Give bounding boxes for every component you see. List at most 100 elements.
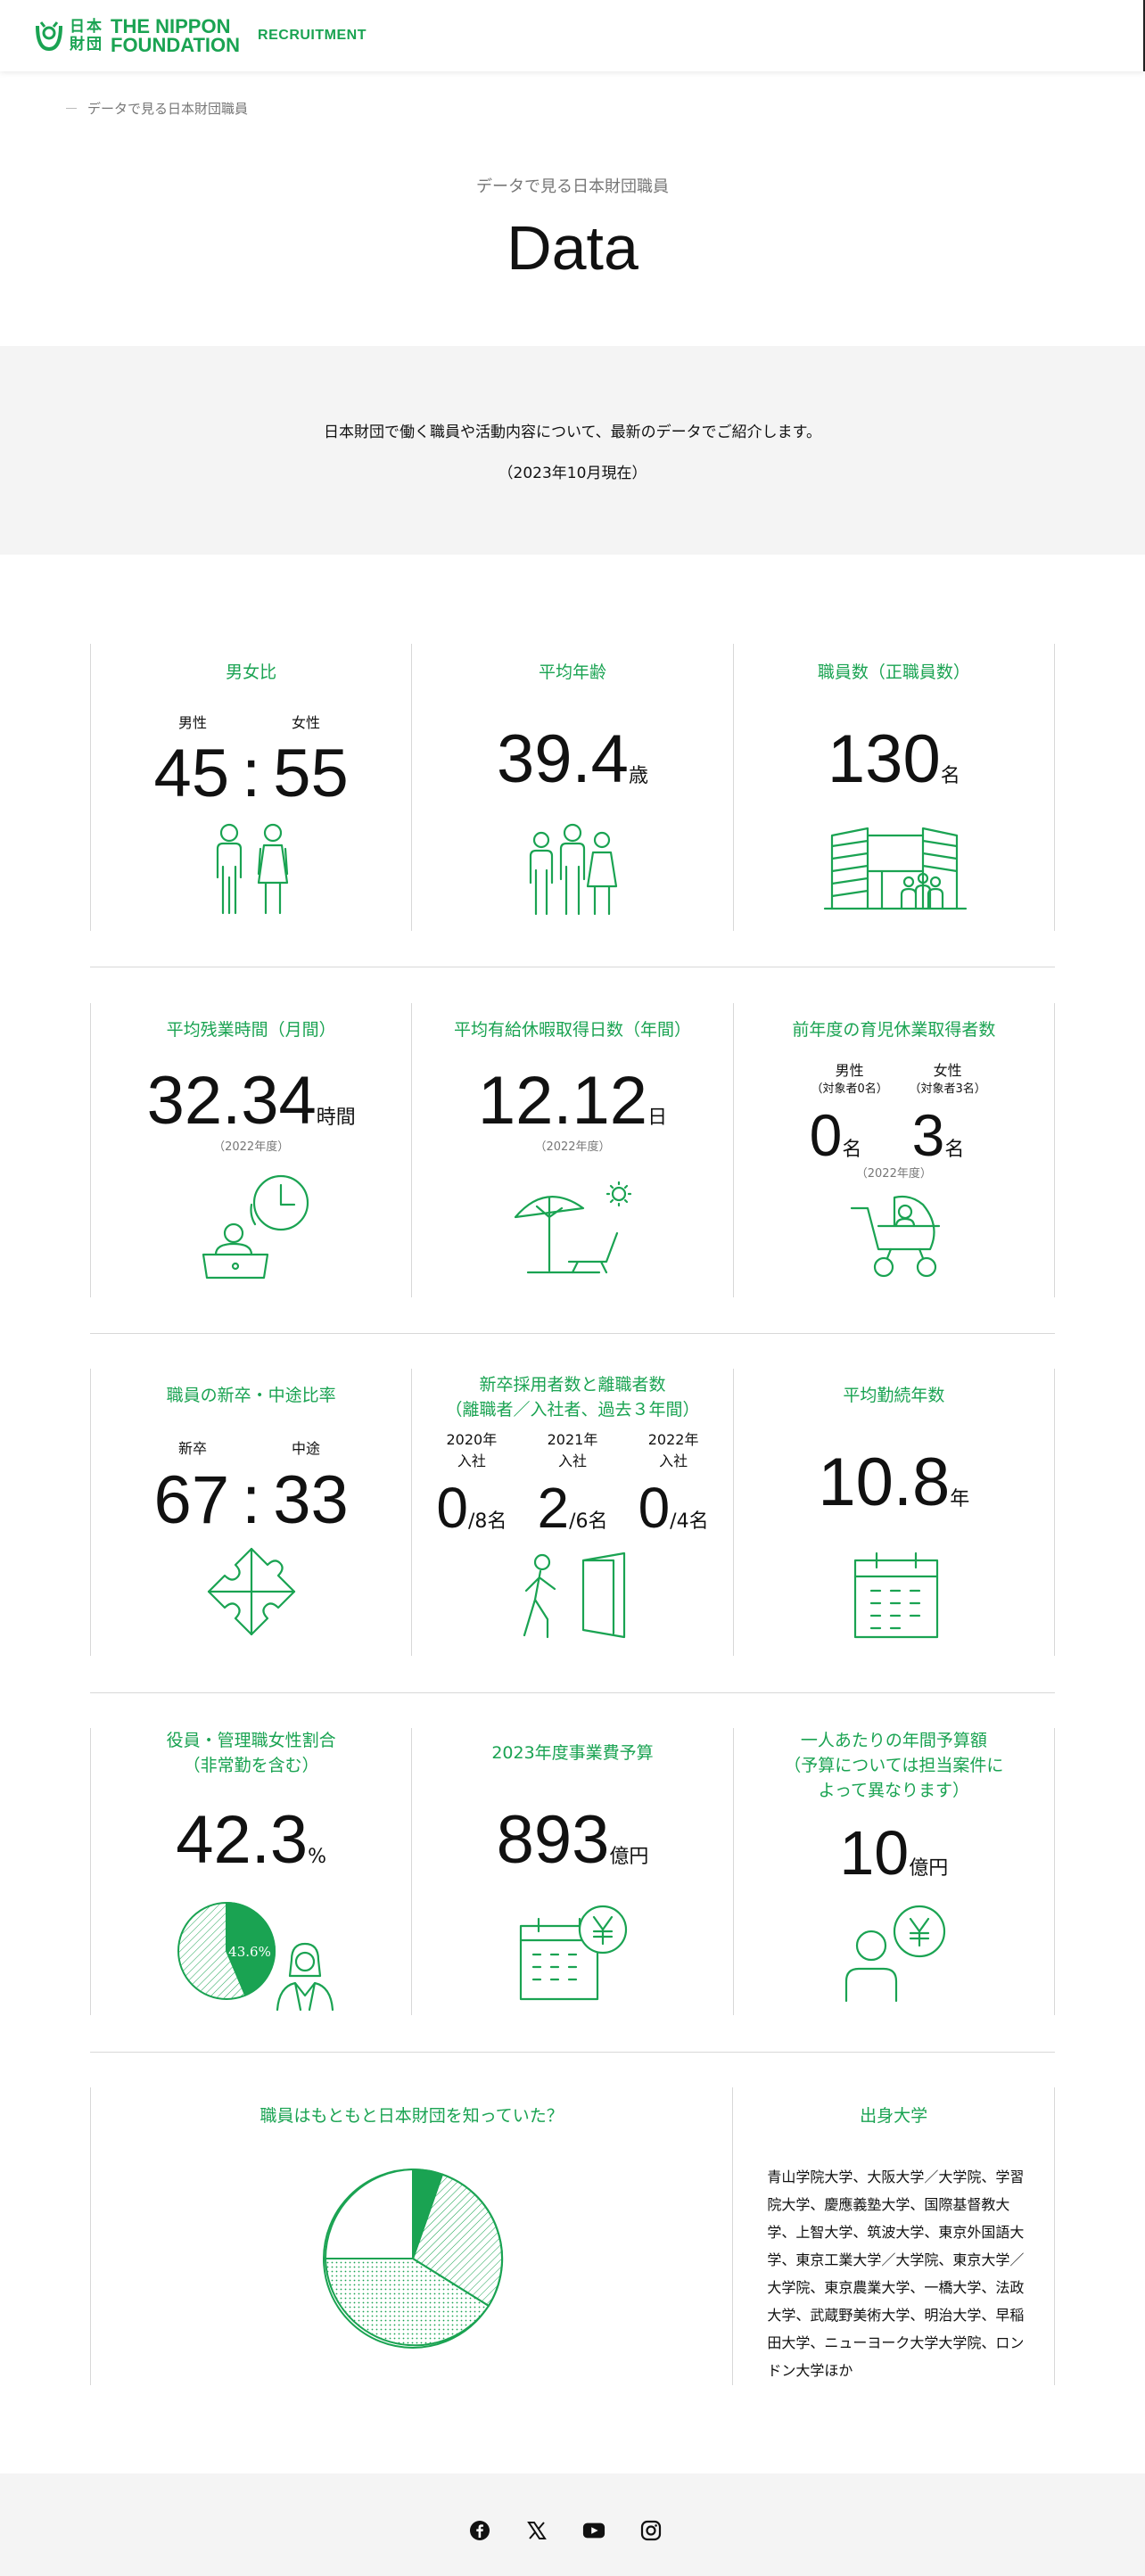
intro-text: 日本財団で働く職員や活動内容について、最新のデータでご紹介します。 [324,424,821,441]
overtime-value: 32.34時間 [146,1063,356,1139]
instagram-icon[interactable] [639,2519,663,2542]
childcare-male-label: 男性 [835,1062,864,1079]
stat-title-1: 新卒採用者数と離職者数 [479,1375,666,1395]
foundation-logo-icon[interactable] [34,19,64,53]
youtube-icon[interactable] [582,2519,605,2542]
stat-title: 平均有給休暇取得日数（年間） [453,1020,691,1040]
overtime-note: （2022年度） [213,1140,290,1154]
pie-slice-3 [324,2258,490,2347]
stat-title-1: 一人あたりの年間予算額 [800,1731,987,1750]
baby-stroller-icon [850,1195,940,1278]
childcare-female-label: 女性 [933,1062,962,1079]
leave-note: （2022年度） [534,1140,611,1154]
childcare-note: （2022年度） [855,1167,932,1181]
woman-icon [276,1942,334,2012]
desk-clock-icon [202,1174,309,1280]
stat-budget: 2023年度事業費予算 893億円 [411,1728,732,2015]
stat-newgrad-ratio: 職員の新卒・中途比率 新卒 中途 67:33 [90,1369,411,1656]
knew-foundation-pie [323,2168,504,2349]
logo-kanji[interactable]: 日本 財団 [70,18,103,53]
stat-title: 前年度の育児休業取得者数 [792,1020,996,1040]
stat-paid-leave: 平均有給休暇取得日数（年間） 12.12日 （2022年度） [411,1003,732,1297]
divider [90,1692,1055,1693]
stats-row-2: 平均残業時間（月間） 32.34時間 （2022年度） 平均有給休暇取得日数（年… [90,1003,1055,1297]
women-ratio-pie: 43.6% [177,1901,276,2000]
stats-row-3: 職員の新卒・中途比率 新卒 中途 67:33 新卒採用者数と離職者数 （離職者／… [90,1369,1055,1656]
calendar-yen-icon [520,1905,628,2001]
recruitment-link[interactable]: RECRUITMENT [258,28,367,43]
childcare-male-sub: （対象者0名） [811,1082,888,1096]
childcare-female-sub: （対象者3名） [909,1082,986,1096]
intro-band: 日本財団で働く職員や活動内容について、最新のデータでご紹介します。 （2023年… [0,346,1145,555]
person-yen-icon [844,1905,945,2003]
x-icon[interactable] [525,2519,548,2542]
breadcrumb-dash [66,108,77,109]
stat-title-2: （予算については担当案件に [784,1756,1004,1775]
hire-year-2021: 2021年 入社 2/6名 [537,1431,608,1540]
stat-per-person-budget: 一人あたりの年間予算額 （予算については担当案件に よって異なります） 10億円 [732,1728,1055,2015]
stat-title: 2023年度事業費予算 [491,1743,654,1763]
hire-years: 2020年 入社 0/8名 2021年 入社 2/6名 2022年 入社 0/4… [421,1428,723,1542]
office-building-icon [823,827,967,910]
calendar-icon [853,1551,938,1639]
hire-year-2022: 2022年 入社 0/4名 [638,1431,709,1540]
stat-knew-foundation: 職員はもともと日本財団を知っていた？ [90,2087,732,2385]
stat-title-3: よって異なります） [818,1781,970,1800]
stat-overtime: 平均残業時間（月間） 32.34時間 （2022年度） [90,1003,411,1297]
staff-value: 130名 [827,721,960,797]
stat-average-age: 平均年齢 39.4歳 [411,644,732,931]
male-label: 男性 [178,714,208,731]
stat-title-2: （非常勤を含む） [183,1756,319,1775]
stats-row-4: 役員・管理職女性割合 （非常勤を含む） 42.3% 43.6% 2023年度事業… [90,1728,1055,2015]
divider [90,1333,1055,1334]
women-mgmt-value: 42.3% [176,1802,327,1878]
people-group-icon [530,823,618,916]
site-header: 日本 財団 THE NIPPON FOUNDATION RECRUITMENT [0,0,1145,71]
facebook-icon[interactable] [468,2519,491,2542]
pie-label: 43.6% [228,1944,271,1960]
childcare-male-value: 0名 [809,1102,862,1168]
intro-date: （2023年10月現在） [498,465,647,482]
exit-door-icon [523,1551,626,1639]
stat-women-management: 役員・管理職女性割合 （非常勤を含む） 42.3% 43.6% [90,1728,411,2015]
page-title: Data [507,213,638,283]
budget-value: 893億円 [496,1802,649,1878]
breadcrumb: データで見る日本財団職員 [66,99,248,118]
divider [90,2052,1055,2053]
site-footer [0,2473,1145,2576]
stat-title: 職員はもともと日本財団を知っていた？ [259,2106,564,2126]
female-label: 女性 [292,714,321,731]
puzzle-pieces-icon [207,1547,296,1636]
pie-women-slice [226,1901,276,1997]
leave-value: 12.12日 [477,1063,668,1139]
stat-childcare-leave: 前年度の育児休業取得者数 男性 （対象者0名） 女性 （対象者3名） 0名 3名… [732,1003,1055,1297]
logo-text[interactable]: THE NIPPON FOUNDATION [111,15,241,56]
stat-title: 職員の新卒・中途比率 [166,1386,336,1405]
midcareer-label: 中途 [292,1440,321,1457]
stat-title: 平均年齢 [538,663,606,682]
social-links [468,2519,663,2542]
stat-title: 平均残業時間（月間） [166,1020,336,1040]
stat-title-1: 役員・管理職女性割合 [166,1731,336,1750]
stat-title: 男女比 [226,663,277,682]
man-woman-icon [216,823,289,915]
stat-universities: 出身大学 青山学院大学、大阪大学／大学院、学習院大学、慶應義塾大学、国際基督教大… [732,2087,1055,2385]
childcare-female-value: 3名 [911,1102,965,1168]
universities-list: 青山学院大学、大阪大学／大学院、学習院大学、慶應義塾大学、国際基督教大学、上智大… [767,2169,1025,2379]
beach-umbrella-icon [515,1181,632,1274]
stat-tenure: 平均勤続年数 10.8年 [732,1369,1055,1656]
tenure-value: 10.8年 [818,1444,970,1520]
breadcrumb-current: データで見る日本財団職員 [87,101,249,117]
hire-year-2020: 2020年 入社 0/8名 [436,1431,507,1540]
stats-row-5: 職員はもともと日本財団を知っていた？ 出身大学 青山学院大学、大阪大学／大学院、… [90,2087,1055,2385]
per-person-value: 10億円 [839,1818,949,1888]
newgrad-ratio-value: 67:33 [153,1467,349,1529]
newgrad-label: 新卒 [178,1440,208,1457]
header-edge [1143,0,1145,71]
page-subtitle: データで見る日本財団職員 [476,177,669,196]
stat-title: 出身大学 [860,2106,928,2126]
stats-row-1: 男女比 男性 女性 45:55 平均年齢 39.4歳 職員数（正職員数） 130… [90,644,1055,931]
stat-title: 平均勤続年数 [843,1386,945,1405]
pie-slice-4 [324,2168,414,2259]
stat-hires-turnover: 新卒採用者数と離職者数 （離職者／入社者、過去３年間） 2020年 入社 0/8… [411,1369,732,1656]
